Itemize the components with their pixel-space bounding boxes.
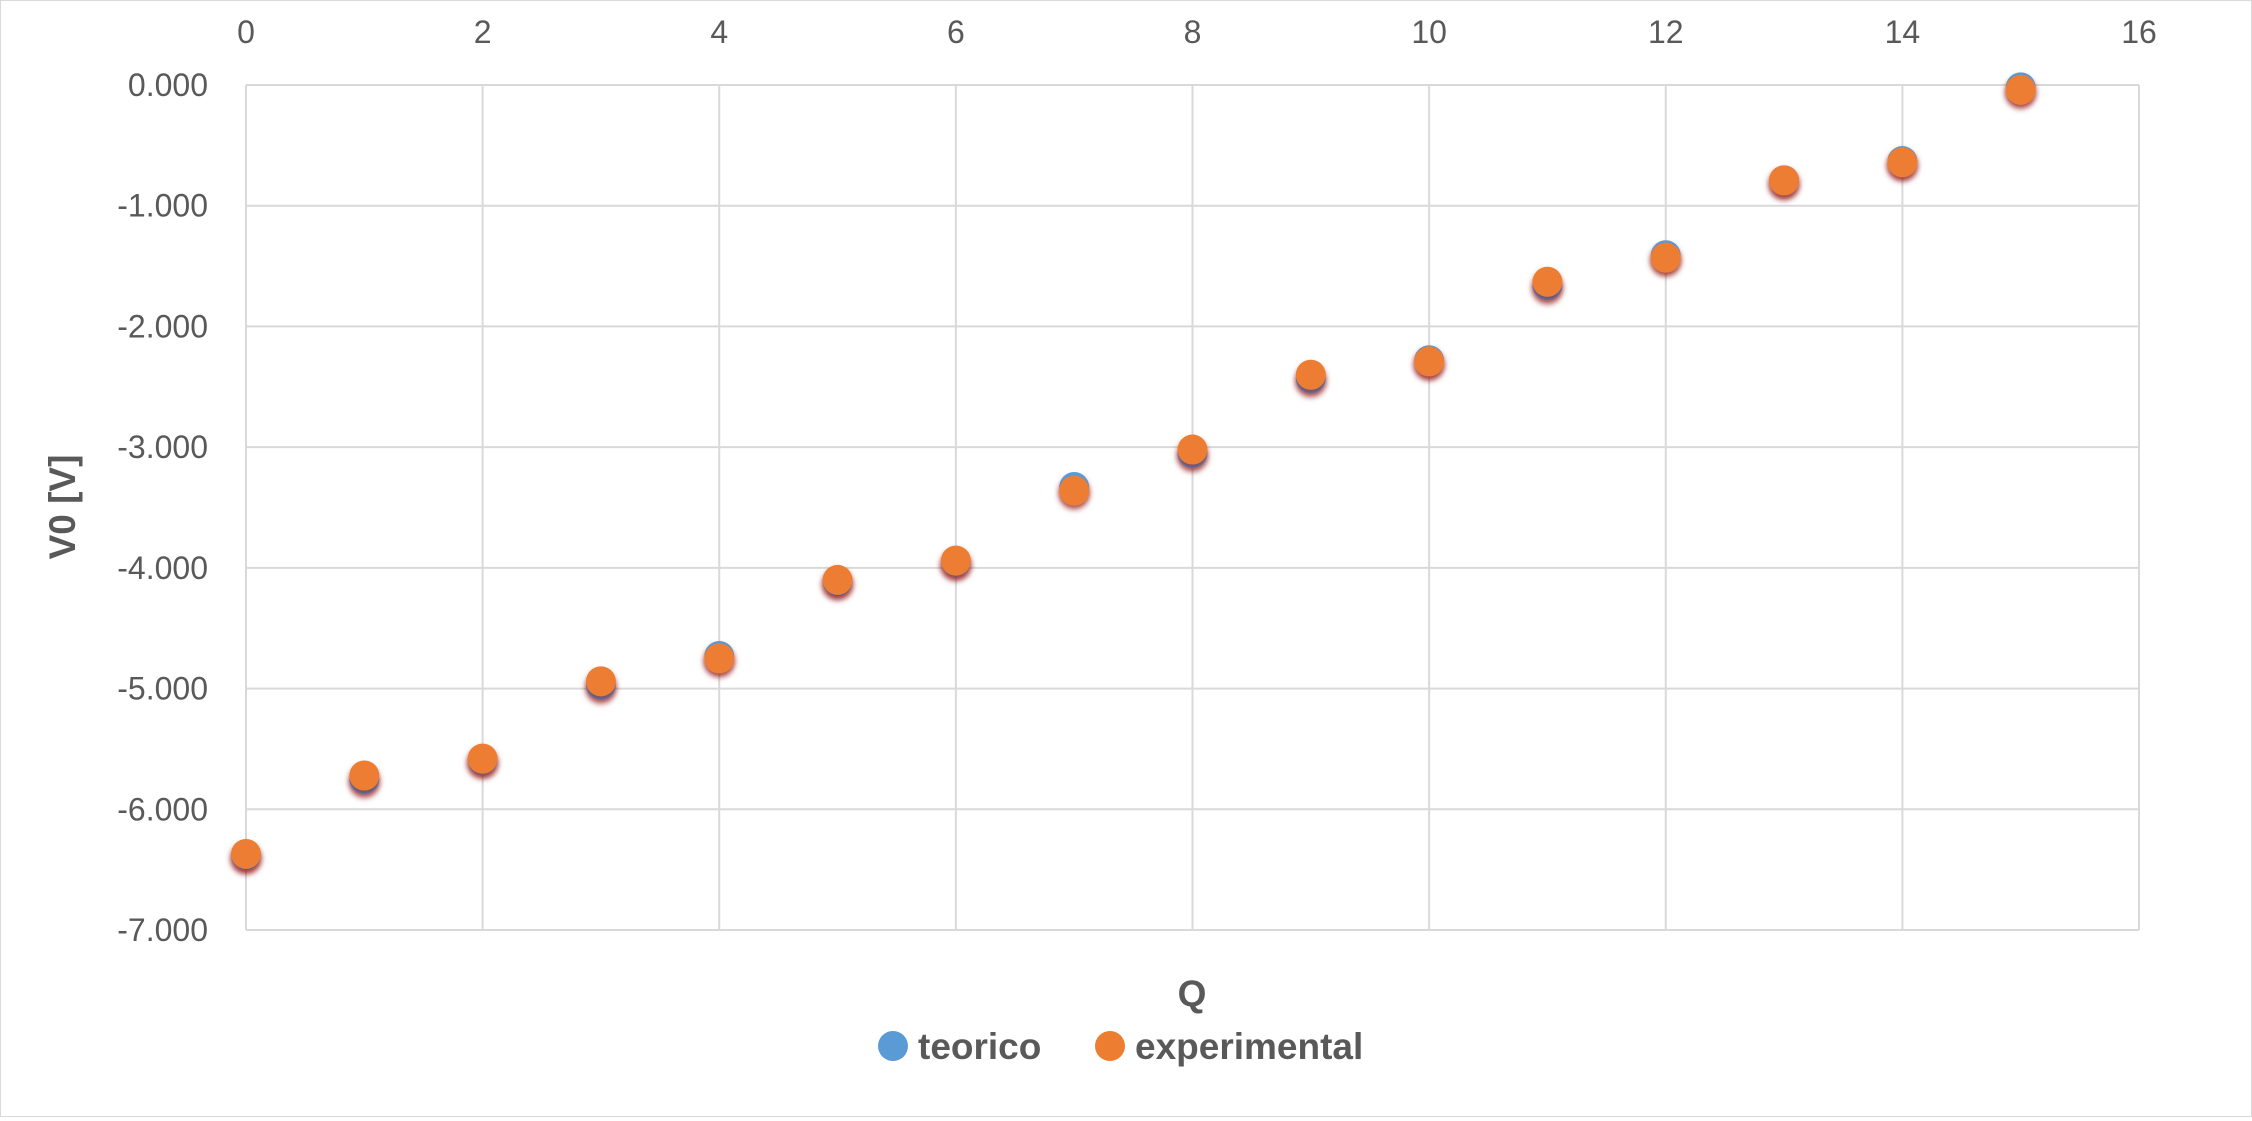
point-experimental: [1887, 147, 1918, 178]
y-axis-title: V0 [V]: [42, 455, 83, 560]
x-tick-label: 8: [1184, 14, 1202, 50]
x-tick-label: 10: [1411, 14, 1447, 50]
point-experimental: [231, 838, 261, 869]
series-experimental: [231, 74, 2036, 869]
legend-marker-experimental: [1095, 1031, 1125, 1061]
y-tick-label: -7.000: [117, 912, 208, 948]
x-axis-tick-labels: 0 2 4 6 8 10 12 14 16: [237, 14, 2157, 50]
point-experimental: [1414, 346, 1445, 377]
x-tick-label: 2: [474, 14, 492, 50]
y-tick-label: 0.000: [128, 67, 208, 103]
point-experimental: [349, 760, 380, 791]
y-tick-label: -3.000: [117, 429, 208, 465]
legend-label-teorico: teorico: [918, 1026, 1041, 1067]
point-experimental: [1059, 475, 1090, 506]
point-experimental: [822, 564, 853, 595]
x-tick-label: 0: [237, 14, 255, 50]
point-experimental: [1532, 266, 1563, 297]
point-experimental: [1769, 165, 1800, 196]
point-experimental: [467, 743, 498, 774]
y-tick-label: -2.000: [117, 308, 208, 344]
legend: teorico experimental: [878, 1026, 1363, 1067]
point-experimental: [2005, 74, 2036, 105]
point-experimental: [1295, 359, 1326, 390]
x-tick-label: 14: [1885, 14, 1921, 50]
x-tick-label: 4: [710, 14, 728, 50]
y-tick-label: -5.000: [117, 671, 208, 707]
point-experimental: [940, 545, 971, 576]
y-tick-label: -6.000: [117, 791, 208, 827]
series-teorico: [231, 72, 2036, 871]
legend-marker-teorico: [878, 1031, 908, 1061]
y-axis-tick-labels: 0.000 -1.000 -2.000 -3.000 -4.000 -5.000 -6.00…: [117, 67, 208, 948]
y-tick-label: -1.000: [117, 188, 208, 224]
x-tick-label: 16: [2121, 14, 2157, 50]
x-axis-title: Q: [1178, 973, 1207, 1014]
x-tick-label: 12: [1648, 14, 1684, 50]
data-points: [231, 72, 2036, 871]
x-tick-label: 6: [947, 14, 965, 50]
point-experimental: [1177, 434, 1208, 465]
legend-label-experimental: experimental: [1135, 1026, 1363, 1067]
point-experimental: [1650, 242, 1681, 273]
gridlines: [245, 84, 2140, 931]
point-experimental: [585, 666, 616, 697]
point-experimental: [704, 643, 735, 674]
y-tick-label: -4.000: [117, 550, 208, 586]
